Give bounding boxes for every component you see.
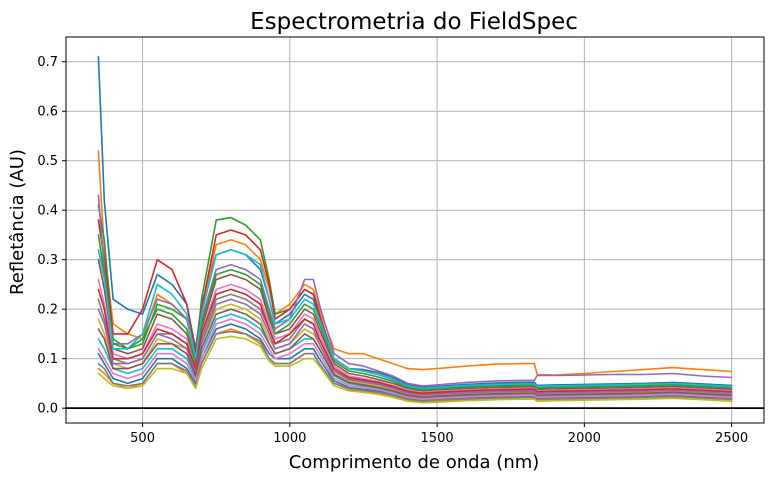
y-tick-label: 0.0	[37, 402, 58, 417]
y-tick-label: 0.4	[37, 204, 58, 219]
series-line-18	[97, 330, 733, 403]
chart-title: Espectrometria do FieldSpec	[250, 9, 578, 35]
y-axis-ticks: 0.0 0.1 0.2 0.3 0.4 0.5 0.6 0.7	[37, 55, 66, 417]
series-layer	[97, 55, 733, 404]
y-tick-label: 0.3	[37, 253, 58, 268]
y-axis-label: Refletância (AU)	[7, 149, 28, 295]
series-line-20	[97, 249, 733, 390]
series-line-5	[97, 194, 733, 387]
series-line-15	[97, 298, 733, 397]
y-tick-label: 0.1	[37, 352, 58, 367]
x-axis-label: Comprimento de onda (nm)	[289, 452, 540, 473]
series-line-19	[97, 335, 733, 404]
series-line-11	[97, 323, 733, 402]
y-tick-label: 0.5	[37, 154, 58, 169]
y-tick-label: 0.2	[37, 303, 58, 318]
series-line-17	[97, 318, 733, 401]
x-tick-label: 2000	[568, 431, 601, 446]
series-line-13	[97, 234, 733, 391]
x-tick-label: 2500	[715, 431, 748, 446]
x-axis-ticks: 500 1000 1500 2000 2500	[130, 423, 748, 446]
y-tick-label: 0.6	[37, 105, 58, 120]
series-line-7	[97, 278, 733, 394]
y-tick-label: 0.7	[37, 55, 58, 70]
x-tick-label: 500	[130, 431, 155, 446]
x-tick-label: 1000	[273, 431, 306, 446]
series-line-6	[97, 258, 733, 392]
plot-frame	[65, 36, 765, 424]
x-tick-label: 1500	[421, 431, 454, 446]
series-line-16	[97, 308, 733, 399]
series-line-14	[97, 288, 733, 395]
